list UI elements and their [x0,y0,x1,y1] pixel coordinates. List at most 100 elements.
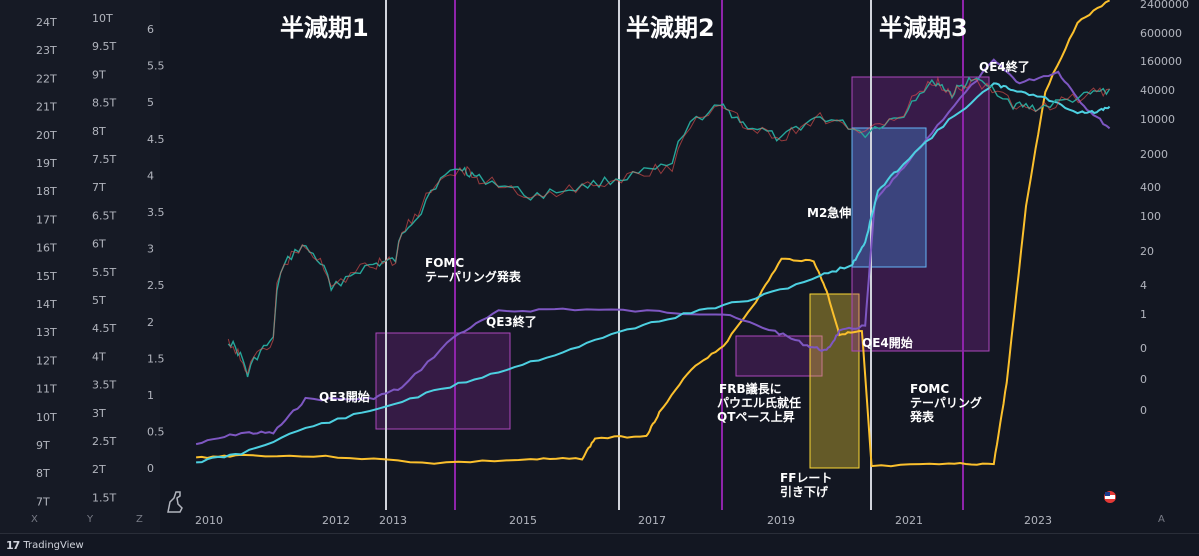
left-axis-3-tick: 1 [147,389,154,402]
right-axis-tick: 20 [1140,245,1154,258]
left-axis-2-tick: 7T [92,181,106,194]
left-axis-1-tick: 16T [36,242,57,255]
qe3-end-label: QE3終了 [486,314,537,329]
axis-button-y[interactable]: Y [87,514,94,525]
left-axis-1-tick: 15T [36,270,57,283]
right-axis-tick: 1 [1140,308,1147,321]
left-axis-2-tick: 3.5T [92,379,116,392]
ffr-cut-label-line1: FFレート [780,471,832,485]
left-axis-2-tick: 6.5T [92,209,116,222]
left-axis-2-tick: 4.5T [92,322,116,335]
left-axis-2-tick: 2.5T [92,435,116,448]
left-axis-1-tick: 17T [36,213,57,226]
left-axis-fed: 10T 9.5T 9T 8.5T 8T 7.5T 7T 6.5T 6T 5.5T 5T 4.5T 4T 3… [92,12,116,504]
left-axis-2-tick: 1.5T [92,491,116,504]
fomc-2021-label-line3: 発表 [909,409,935,424]
left-axis-2-tick: 9.5T [92,40,116,53]
left-axis-panel [0,0,160,533]
left-axis-3-tick: 5 [147,96,154,109]
left-axis-ffr: 6 5.5 5 4.5 4 3.5 3 2.5 2 1.5 1 0.5 0 [147,23,165,475]
left-axis-1-tick: 21T [36,101,57,114]
left-axis-2-tick: 8T [92,125,106,138]
left-axis-1-tick: 8T [36,467,50,480]
fomc-2021-label-line1: FOMC [910,382,949,396]
axis-button-z[interactable]: Z [136,514,143,525]
left-axis-2-tick: 4T [92,350,106,363]
left-axis-1-tick: 9T [36,439,50,452]
left-axis-1-tick: 11T [36,383,57,396]
right-axis-tick: 600000 [1140,27,1182,40]
qt-box [735,335,823,377]
fomc-2021-label-line2: テーパリング [910,395,982,410]
left-axis-1-tick: 18T [36,185,57,198]
left-axis-1-tick: 19T [36,157,57,170]
flag-icon[interactable] [1104,491,1116,503]
left-axis-1-tick: 13T [36,326,57,339]
right-axis-tick: 0 [1140,342,1147,355]
x-axis-tick: 2023 [1024,514,1052,527]
qe4-box [851,76,990,352]
right-axis-tick: 0 [1140,404,1147,417]
right-axis-tick: 100 [1140,210,1161,223]
x-axis-tick: 2021 [895,514,923,527]
qe3-box [375,332,511,430]
axis-button-x[interactable]: X [31,514,38,525]
left-axis-1-tick: 22T [36,72,57,85]
left-axis-2-tick: 7.5T [92,153,116,166]
left-axis-3-tick: 5.5 [147,60,165,73]
tradingview-logo[interactable]: 17 TradingView [6,539,84,552]
left-axis-3-tick: 0 [147,462,154,475]
dino-icon[interactable] [167,491,183,513]
right-axis-tick: 10000 [1140,113,1175,126]
left-axis-2-tick: 6T [92,238,106,251]
left-axis-1-tick: 10T [36,411,57,424]
frb-label-line3: QTペース上昇 [717,409,795,424]
right-axis-btc: 2400000600000160000400001000020004001002… [1140,0,1189,417]
tradingview-brand: TradingView [23,539,84,551]
right-axis-tick: 40000 [1140,84,1175,97]
left-axis-1-tick: 20T [36,129,57,142]
fomc-2013-label-line1: FOMC [425,256,464,270]
right-axis-tick: 2400000 [1140,0,1189,11]
series-ffr-line [196,0,1111,468]
series-fed-line [195,58,1111,446]
left-axis-1-tick: 24T [36,16,57,29]
left-axis-1-tick: 7T [36,495,50,508]
left-axis-3-tick: 4 [147,169,154,182]
frb-label-line1: FRB議長に [719,381,782,396]
left-axis-m2: 24T 23T 22T 21T 20T 19T 18T 17T 16T 15T 14T 13T 12T 1… [36,16,57,508]
left-axis-3-tick: 0.5 [147,426,165,439]
left-axis-2-tick: 3T [92,407,106,420]
x-axis: 2010 2012 2013 2015 2017 2019 2021 2023 [195,514,1052,527]
right-axis-tick: 400 [1140,181,1161,194]
x-axis-tick: 2015 [509,514,537,527]
right-axis-tick: 0 [1140,373,1147,386]
ffr-cut-label-line2: 引き下げ [780,484,829,499]
qe4-start-label: QE4開始 [862,335,913,350]
left-axis-2-tick: 9T [92,68,106,81]
left-axis-3-tick: 1.5 [147,352,165,365]
left-axis-3-tick: 2 [147,316,154,329]
frb-label-line2: パウエル氏就任 [717,395,801,410]
qe4-end-label: QE4終了 [979,59,1030,74]
left-axis-2-tick: 5.5T [92,266,116,279]
left-axis-2-tick: 10T [92,12,113,25]
auto-scale-button[interactable]: A [1158,514,1165,525]
x-axis-tick: 2010 [195,514,223,527]
series-m2-line [196,82,1111,464]
x-axis-tick: 2017 [638,514,666,527]
m2-surge-label: M2急伸 [807,205,851,220]
fomc-2013-label-line2: テーパリング発表 [425,269,522,284]
left-axis-1-tick: 23T [36,44,57,57]
right-axis-tick: 160000 [1140,55,1182,68]
x-axis-tick: 2013 [379,514,407,527]
right-axis-tick: 2000 [1140,148,1168,161]
left-axis-3-tick: 4.5 [147,133,165,146]
left-axis-1-tick: 12T [36,354,57,367]
x-axis-tick: 2019 [767,514,795,527]
right-axis-tick: 4 [1140,279,1147,292]
left-axis-2-tick: 5T [92,294,106,307]
left-axis-3-tick: 2.5 [147,279,165,292]
footer-bar: 17 TradingView [0,533,1199,556]
